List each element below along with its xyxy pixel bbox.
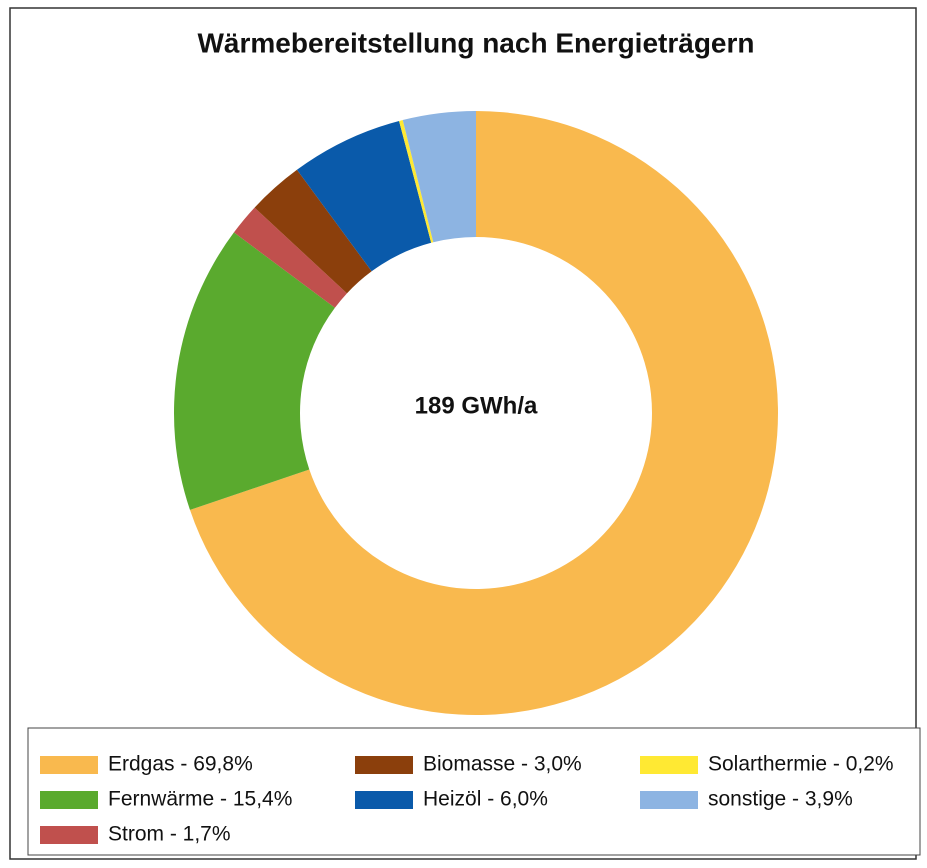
legend-swatch (640, 756, 698, 774)
donut-slice (296, 120, 432, 272)
legend-label: Strom - 1,7% (108, 823, 231, 846)
legend-frame (27, 727, 921, 856)
donut-slice (254, 169, 372, 294)
legend-swatch (40, 791, 98, 809)
legend-swatch (40, 826, 98, 844)
donut-slice (189, 111, 778, 715)
donut-slice (399, 120, 434, 243)
chart-title: Wärmebereitstellung nach Energieträgern (197, 27, 754, 58)
legend-label: Biomasse - 3,0% (423, 753, 582, 776)
legend-label: sonstige - 3,9% (708, 788, 853, 811)
legend-swatch (640, 791, 698, 809)
donut-slice (233, 207, 347, 308)
legend-label: Erdgas - 69,8% (108, 753, 253, 776)
donut-slice (174, 232, 335, 510)
donut-slice (402, 111, 476, 243)
center-label: 189 GWh/a (415, 392, 538, 419)
legend-label: Heizöl - 6,0% (423, 788, 548, 811)
legend-swatch (355, 756, 413, 774)
legend-label: Solarthermie - 0,2% (708, 753, 894, 776)
legend-label: Fernwärme - 15,4% (108, 788, 292, 811)
legend-swatch (40, 756, 98, 774)
legend-swatch (355, 791, 413, 809)
